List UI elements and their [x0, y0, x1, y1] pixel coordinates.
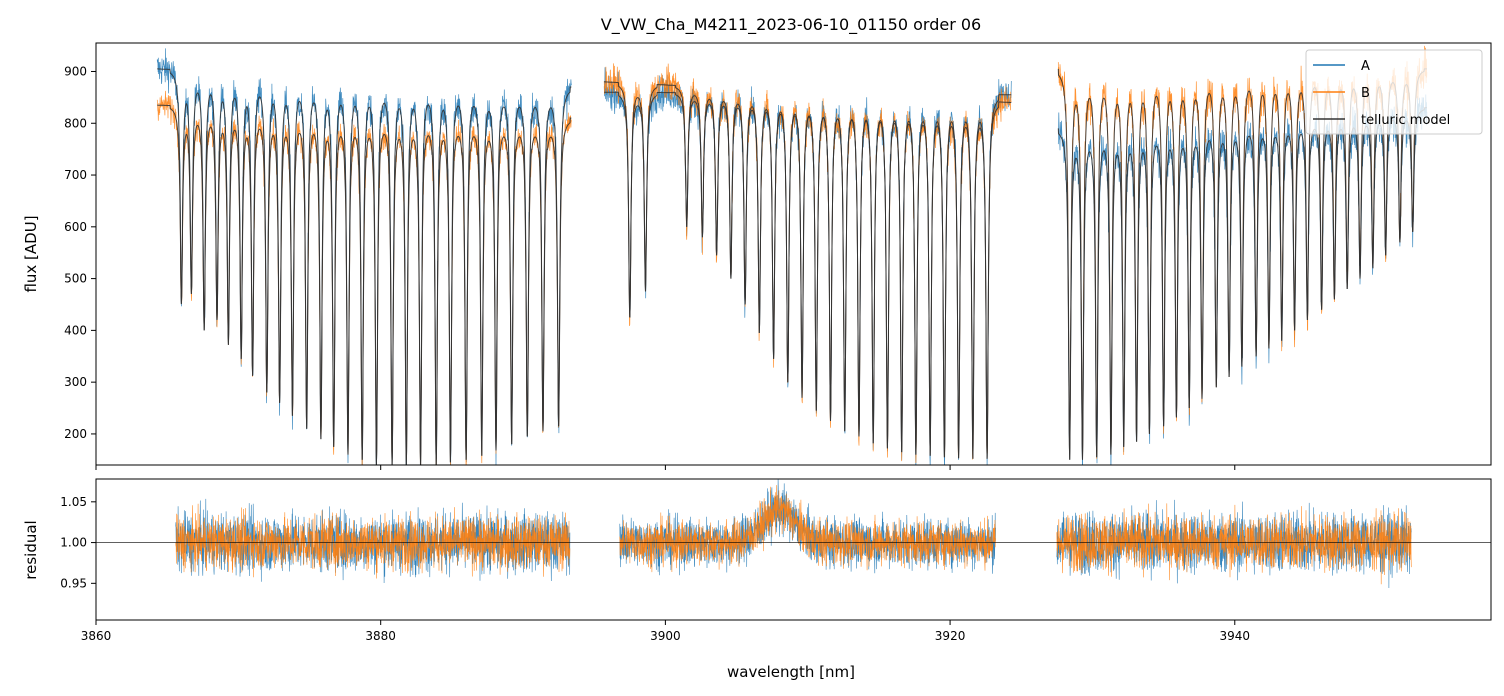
- residual-series-b: [619, 485, 996, 573]
- top-y-tick-label: 600: [64, 220, 87, 234]
- top-y-tick-label: 400: [64, 323, 87, 337]
- bottom-x-tick-label: 3900: [650, 629, 681, 643]
- legend-label-a: A: [1361, 59, 1370, 74]
- top-y-tick-label: 500: [64, 272, 87, 286]
- bottom-y-axis-label: residual: [22, 520, 40, 579]
- top-x-ticks: [95, 465, 1236, 470]
- bottom-plot-area: [96, 479, 1491, 589]
- bottom-x-tick-label: 3880: [365, 629, 396, 643]
- bottom-y-ticks: 0.95 1.00 1.05: [60, 495, 96, 590]
- bottom-y-tick-label: 0.95: [60, 576, 87, 590]
- chart-title: V_VW_Cha_M4211_2023-06-10_01150 order 06: [601, 15, 981, 35]
- telluric-model-b: [157, 104, 572, 465]
- bottom-x-tick-label: 3940: [1220, 629, 1251, 643]
- bottom-y-tick-label: 1.00: [60, 536, 87, 550]
- bottom-x-tick-label: 3920: [935, 629, 966, 643]
- top-plot-area: [156, 45, 1428, 465]
- legend-label-b: B: [1361, 86, 1370, 101]
- residual-series-b: [1056, 503, 1412, 585]
- top-panel: 200 300 400 500 600 700 800 900 flux [ADU] A B …: [22, 42, 1492, 470]
- top-y-tick-label: 700: [64, 168, 87, 182]
- residual-series-a: [1056, 499, 1412, 589]
- residual-series-b: [175, 503, 571, 579]
- top-y-ticks: 200 300 400 500 600 700 800 900: [64, 64, 96, 441]
- bottom-y-tick-label: 1.05: [60, 495, 87, 509]
- top-y-tick-label: 800: [64, 116, 87, 130]
- legend-label-telluric: telluric model: [1361, 113, 1450, 128]
- legend-box: [1305, 49, 1483, 135]
- bottom-x-tick-label: 3860: [81, 629, 112, 643]
- telluric-model-b: [604, 81, 1012, 459]
- legend: A B telluric model: [1305, 49, 1483, 135]
- bottom-panel: 0.95 1.00 1.05 3860 3880 3900 3920 3940 residu…: [22, 478, 1492, 681]
- bottom-x-ticks: 3860 3880 3900 3920 3940: [81, 620, 1250, 643]
- top-y-tick-label: 900: [64, 64, 87, 78]
- top-y-tick-label: 200: [64, 427, 87, 441]
- bottom-axes-frame: [95, 478, 1492, 621]
- x-axis-label: wavelength [nm]: [727, 663, 855, 681]
- top-y-tick-label: 300: [64, 375, 87, 389]
- top-y-axis-label: flux [ADU]: [22, 215, 40, 292]
- top-axes-frame: [95, 42, 1492, 466]
